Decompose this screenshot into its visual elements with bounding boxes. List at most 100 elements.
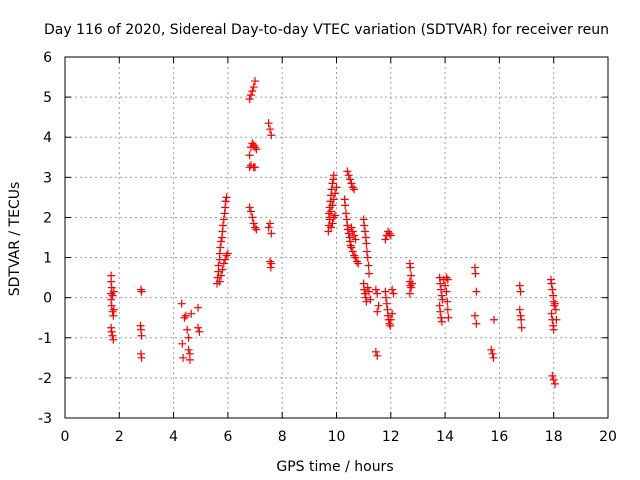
data-point [195,327,204,336]
data-point [328,201,337,210]
data-point [181,311,190,320]
data-point [373,289,382,298]
data-point [180,313,189,322]
data-point [472,287,481,296]
data-point [265,219,274,228]
x-tick-label: 14 [436,429,454,445]
y-axis-label: SDTVAR / TECUs [7,182,23,297]
data-point [249,83,258,92]
data-point [548,371,557,380]
data-point [179,353,188,362]
data-point [436,307,445,316]
x-axis-tick-labels: 0 2 4 6 8 10 12 14 16 18 20 [61,429,617,445]
data-point [184,333,193,342]
data-point [332,183,341,192]
data-point [185,355,194,364]
x-tick-label: 16 [490,429,508,445]
data-point [245,95,254,104]
data-point [219,259,228,268]
data-point [265,257,274,266]
data-point [406,263,415,272]
data-point [328,219,337,228]
data-point [350,185,359,194]
data-point [327,207,336,216]
data-point [245,203,254,212]
data-point [267,229,276,238]
data-point [352,257,361,266]
data-point [443,305,452,314]
data-point [515,281,524,290]
data-point [245,151,254,160]
data-point [436,279,445,288]
data-point [217,271,226,280]
data-point [213,273,222,282]
data-point [252,225,261,234]
data-point [385,319,394,328]
data-point [442,287,451,296]
data-point [347,223,356,232]
data-point [366,295,375,304]
data-point [441,281,450,290]
data-point [183,325,192,334]
data-point [219,221,228,230]
data-point [251,143,260,152]
data-point [214,261,223,270]
data-point [137,287,146,296]
data-point [361,289,370,298]
data-point [365,287,374,296]
data-point [267,131,276,140]
data-point [371,347,380,356]
data-point [381,235,390,244]
data-point [342,209,351,218]
data-point [470,311,479,320]
x-tick-label: 8 [278,429,287,445]
data-point [364,261,373,270]
data-point [108,307,117,316]
data-point [437,313,446,322]
data-point [109,287,118,296]
data-point [223,249,232,258]
data-point [252,145,261,154]
y-tick-label: -2 [38,371,52,387]
data-point [217,237,226,246]
data-point [549,375,558,384]
data-point [551,299,560,308]
data-point [386,231,395,240]
data-point [137,331,146,340]
data-point [331,189,340,198]
data-point [443,297,452,306]
data-point [348,227,357,236]
data-point [109,305,118,314]
data-point [373,307,382,316]
data-point [251,223,260,232]
x-tick-label: 4 [169,429,178,445]
data-point [184,345,193,354]
data-point [329,213,338,222]
data-point [365,269,374,278]
data-point [178,339,187,348]
data-point [437,285,446,294]
data-point [346,175,355,184]
data-point [137,353,146,362]
data-point [405,289,414,298]
data-point [437,317,446,326]
data-point [547,309,556,318]
data-point [107,327,116,336]
data-point [442,273,451,282]
data-point [194,323,203,332]
data-point [385,229,394,238]
data-point [344,229,353,238]
data-point [351,253,360,262]
data-point [327,223,336,232]
data-point [218,265,227,274]
data-point [328,179,337,188]
data-point [249,141,258,150]
data-point [444,313,453,322]
data-point [222,193,231,202]
data-point [329,171,338,180]
y-tick-label: 3 [43,170,52,186]
data-point [388,309,397,318]
data-point [547,279,556,288]
data-point [248,213,257,222]
